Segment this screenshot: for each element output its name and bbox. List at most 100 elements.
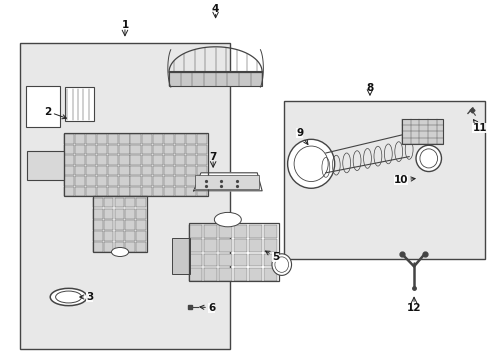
- Bar: [204, 254, 217, 266]
- Text: 4: 4: [212, 4, 220, 14]
- Bar: [93, 196, 147, 252]
- Bar: [125, 209, 135, 219]
- Bar: [249, 268, 262, 281]
- Bar: [125, 198, 135, 207]
- Bar: [115, 209, 124, 219]
- Bar: [249, 239, 262, 252]
- Ellipse shape: [56, 291, 81, 303]
- Bar: [142, 156, 152, 165]
- Bar: [153, 156, 163, 165]
- Bar: [97, 166, 107, 175]
- Bar: [189, 254, 202, 266]
- Bar: [175, 134, 185, 144]
- Bar: [153, 145, 163, 154]
- FancyBboxPatch shape: [26, 86, 60, 127]
- Bar: [136, 209, 146, 219]
- Bar: [204, 239, 217, 252]
- Bar: [136, 198, 146, 207]
- Bar: [219, 254, 232, 266]
- Text: 7: 7: [209, 152, 217, 162]
- Ellipse shape: [275, 257, 289, 272]
- Bar: [186, 176, 196, 186]
- Bar: [142, 176, 152, 186]
- Bar: [197, 176, 207, 186]
- Bar: [86, 166, 96, 175]
- Bar: [197, 166, 207, 175]
- Text: 11: 11: [472, 120, 487, 133]
- Text: 8: 8: [367, 83, 373, 93]
- Bar: [97, 187, 107, 196]
- Bar: [86, 134, 96, 144]
- Ellipse shape: [215, 212, 242, 227]
- Bar: [86, 156, 96, 165]
- Bar: [86, 176, 96, 186]
- Bar: [175, 145, 185, 154]
- Bar: [97, 134, 107, 144]
- Bar: [130, 156, 141, 165]
- Bar: [75, 176, 85, 186]
- Text: 9: 9: [296, 128, 308, 144]
- Bar: [64, 187, 74, 196]
- Bar: [175, 166, 185, 175]
- Bar: [64, 145, 74, 154]
- Bar: [130, 166, 141, 175]
- Bar: [197, 156, 207, 165]
- Bar: [186, 134, 196, 144]
- Bar: [189, 239, 202, 252]
- Bar: [97, 156, 107, 165]
- Bar: [86, 187, 96, 196]
- Bar: [164, 145, 174, 154]
- Bar: [97, 145, 107, 154]
- Bar: [136, 231, 146, 241]
- Bar: [108, 134, 119, 144]
- Bar: [119, 156, 129, 165]
- Bar: [119, 166, 129, 175]
- Bar: [64, 134, 74, 144]
- Bar: [64, 176, 74, 186]
- Bar: [27, 151, 64, 180]
- Bar: [153, 134, 163, 144]
- Bar: [172, 238, 190, 274]
- Bar: [93, 209, 102, 219]
- Ellipse shape: [50, 288, 87, 306]
- Text: 12: 12: [407, 303, 421, 313]
- Bar: [119, 145, 129, 154]
- Bar: [104, 220, 113, 230]
- Bar: [130, 176, 141, 186]
- Ellipse shape: [272, 254, 292, 275]
- FancyBboxPatch shape: [65, 87, 94, 121]
- Bar: [75, 145, 85, 154]
- Bar: [189, 268, 202, 281]
- Bar: [104, 209, 113, 219]
- Bar: [164, 156, 174, 165]
- Bar: [219, 225, 232, 238]
- Bar: [197, 187, 207, 196]
- Bar: [75, 134, 85, 144]
- Bar: [125, 231, 135, 241]
- Bar: [164, 176, 174, 186]
- Bar: [264, 225, 277, 238]
- Bar: [130, 145, 141, 154]
- Bar: [136, 242, 146, 252]
- Bar: [284, 101, 485, 259]
- Bar: [234, 254, 247, 266]
- Text: 6: 6: [200, 303, 215, 313]
- Bar: [175, 176, 185, 186]
- Bar: [119, 134, 129, 144]
- Bar: [186, 156, 196, 165]
- Bar: [234, 239, 247, 252]
- Bar: [195, 175, 259, 189]
- Bar: [108, 156, 119, 165]
- Bar: [234, 225, 247, 238]
- Bar: [108, 166, 119, 175]
- Bar: [115, 242, 124, 252]
- Bar: [186, 187, 196, 196]
- Ellipse shape: [420, 149, 438, 168]
- Polygon shape: [194, 173, 262, 191]
- Bar: [108, 187, 119, 196]
- Bar: [197, 145, 207, 154]
- Bar: [136, 220, 146, 230]
- Bar: [204, 268, 217, 281]
- Bar: [204, 225, 217, 238]
- Bar: [153, 187, 163, 196]
